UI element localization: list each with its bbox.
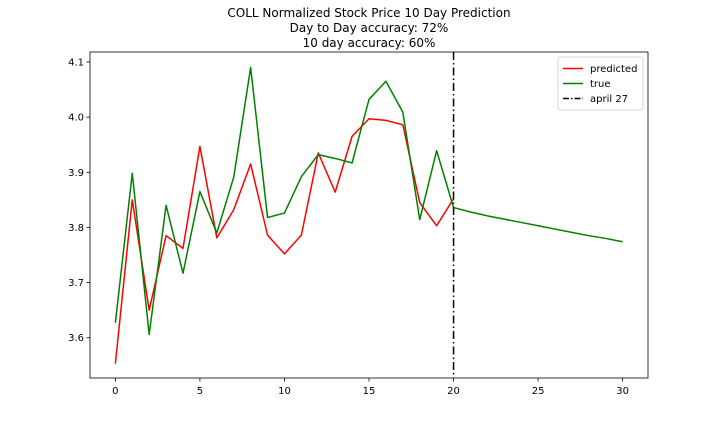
x-tick-label: 20 [447, 386, 460, 397]
chart-subtitle-day-accuracy: Day to Day accuracy: 72% [290, 21, 449, 35]
x-tick-label: 15 [363, 386, 376, 397]
legend-box [557, 56, 644, 111]
x-tick-label: 5 [197, 386, 203, 397]
x-tick-label: 10 [278, 386, 291, 397]
y-tick-label: 3.9 [68, 168, 84, 179]
chart-title-group: COLL Normalized Stock Price 10 Day Predi… [227, 6, 510, 50]
series-line-predicted [114, 117, 455, 364]
legend-label-true: true [590, 79, 611, 90]
chart-title: COLL Normalized Stock Price 10 Day Predi… [227, 6, 510, 20]
x-tick-label: 0 [112, 386, 118, 397]
x-tick-label: 30 [616, 386, 629, 397]
legend: predicted true april 27 [557, 56, 644, 111]
legend-label-predicted: predicted [590, 64, 637, 75]
plot-area: 0 5 10 15 20 25 30 3.6 3.7 3.8 3.9 4.0 4.1 [68, 51, 649, 397]
x-tick-label: 25 [532, 386, 545, 397]
y-tick-label: 3.7 [68, 278, 84, 289]
y-tick-label: 4.0 [68, 113, 84, 124]
y-tick-label: 3.8 [68, 223, 84, 234]
y-tick-label: 3.6 [68, 333, 84, 344]
y-tick-label: 4.1 [68, 57, 84, 68]
series-line-true [114, 66, 623, 336]
chart-subtitle-10day-accuracy: 10 day accuracy: 60% [303, 36, 436, 50]
legend-label-april-27: april 27 [590, 94, 628, 105]
